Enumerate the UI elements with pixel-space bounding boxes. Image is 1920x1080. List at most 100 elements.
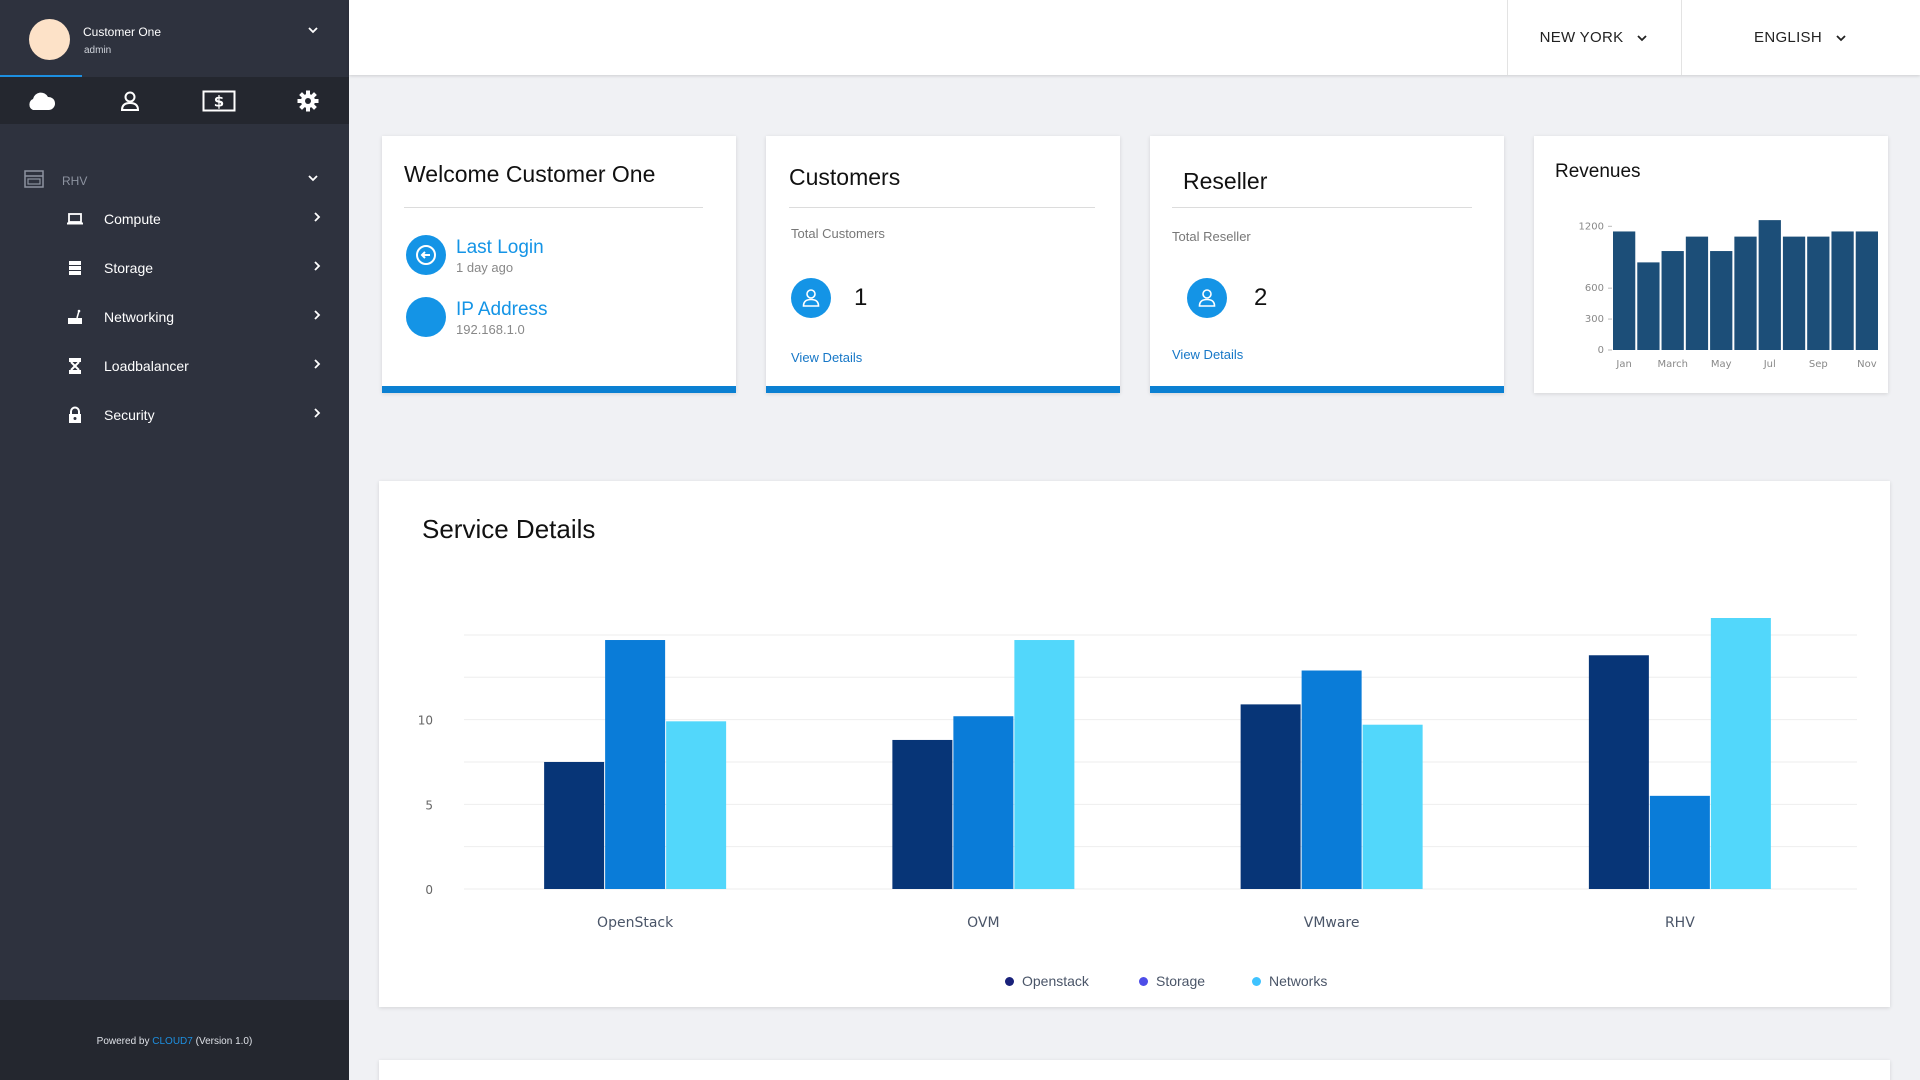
svg-text:$: $ <box>214 92 224 110</box>
customers-view-details-link[interactable]: View Details <box>791 350 863 365</box>
total-customers-label: Total Customers <box>791 226 885 241</box>
revenue-bar <box>1685 236 1709 350</box>
total-reseller-value: 2 <box>1254 284 1268 311</box>
chevron-down-icon[interactable] <box>306 171 320 185</box>
service-bar <box>1362 724 1423 889</box>
total-customers-value: 1 <box>854 284 868 311</box>
legend-openstack[interactable]: Openstack <box>1005 973 1089 989</box>
customers-badge <box>791 278 831 318</box>
sidebar-item-storage[interactable]: Storage <box>0 247 349 287</box>
revenue-bar <box>1831 231 1854 350</box>
x-tick-label: Nov <box>1857 359 1877 370</box>
divider <box>1172 207 1472 208</box>
location-dropdown[interactable]: NEW YORK <box>1507 0 1681 75</box>
user-icon <box>802 289 820 307</box>
legend-storage[interactable]: Storage <box>1139 973 1205 989</box>
chevron-right-icon <box>314 359 321 369</box>
lock-icon <box>69 406 81 423</box>
last-login-value: 1 day ago <box>456 260 514 275</box>
legend-label: Openstack <box>1022 973 1089 989</box>
brand-link[interactable]: CLOUD7 <box>152 1036 193 1047</box>
welcome-title: Welcome Customer One <box>404 161 656 187</box>
language-dropdown[interactable]: ENGLISH <box>1681 0 1920 75</box>
x-tick-label: VMware <box>1304 915 1360 931</box>
topbar: NEW YORK ENGLISH <box>349 0 1920 75</box>
lower-card <box>379 1060 1890 1080</box>
service-bar <box>544 761 605 889</box>
sidebar-item-loadbalancer[interactable]: Loadbalancer <box>0 345 349 385</box>
language-value: ENGLISH <box>1754 29 1822 46</box>
revenues-card: Revenues 0 300 600 1200 Jan March May Jul Sep Nov <box>1534 136 1888 393</box>
y-tick-label: 10 <box>418 714 433 728</box>
sidebar-item-networking[interactable]: Networking <box>0 296 349 336</box>
y-tick-label: 300 <box>1585 314 1604 325</box>
legend-dot <box>1139 976 1148 986</box>
sidebar-item-label: Security <box>104 407 155 423</box>
server-icon <box>24 170 44 188</box>
revenue-bar <box>1661 251 1684 350</box>
sidebar-footer: Powered by CLOUD7 (Version 1.0) <box>0 1000 349 1080</box>
service-details-title: Service Details <box>422 514 596 544</box>
ip-address-value: 192.168.1.0 <box>456 322 525 337</box>
ip-badge <box>406 297 446 337</box>
sidebar-item-label: Loadbalancer <box>104 358 189 374</box>
reseller-view-details-link[interactable]: View Details <box>1172 347 1244 362</box>
revenue-bar <box>1855 231 1878 350</box>
sidebar-item-label: Compute <box>104 211 161 227</box>
gear-icon <box>297 90 319 111</box>
revenue-bar <box>1637 262 1660 350</box>
service-details-chart: 0 5 10 OpenStack OVM VMware RHV <box>418 618 1857 931</box>
revenue-bar <box>1758 220 1781 350</box>
avatar <box>29 19 70 60</box>
service-bar <box>1240 704 1301 889</box>
powered-by: Powered by CLOUD7 (Version 1.0) <box>96 1036 253 1047</box>
divider <box>404 207 703 208</box>
profile-menu[interactable]: Customer One admin <box>0 0 349 77</box>
revenue-bar <box>1807 236 1830 350</box>
tab-user[interactable] <box>89 77 171 124</box>
loadbalancer-icon <box>69 358 81 374</box>
sidebar-item-security[interactable]: Security <box>0 394 349 434</box>
location-value: NEW YORK <box>1539 29 1624 46</box>
y-tick-label: 1200 <box>1579 221 1604 232</box>
x-tick-label: Sep <box>1809 359 1828 370</box>
customers-title: Customers <box>789 164 901 190</box>
x-tick-label: RHV <box>1665 915 1695 931</box>
chevron-right-icon <box>314 408 321 418</box>
service-bar <box>666 721 727 889</box>
tab-cloud[interactable] <box>0 75 82 124</box>
legend-networks[interactable]: Networks <box>1252 973 1327 989</box>
billing-icon: $ <box>202 90 236 111</box>
group-header[interactable]: RHV <box>0 162 349 194</box>
sidebar-icon-tabs: $ <box>0 75 349 124</box>
divider <box>789 207 1095 208</box>
welcome-card: Welcome Customer One Last Login 1 day ag… <box>382 136 736 393</box>
reseller-badge <box>1187 278 1227 318</box>
profile-name: Customer One <box>83 25 162 39</box>
last-login-link[interactable]: Last Login <box>456 237 544 258</box>
ip-address-link[interactable]: IP Address <box>456 299 548 320</box>
legend-label: Storage <box>1156 973 1206 989</box>
service-bar <box>1588 655 1649 889</box>
tab-settings[interactable] <box>267 77 349 124</box>
revenues-chart: 0 300 600 1200 Jan March May Jul Sep Nov <box>1579 220 1878 370</box>
x-tick-label: May <box>1711 359 1732 370</box>
sidebar-item-compute[interactable]: Compute <box>0 198 349 238</box>
tab-billing[interactable]: $ <box>178 77 260 124</box>
chevron-down-icon <box>1836 34 1846 41</box>
chevron-down-icon[interactable] <box>306 23 320 37</box>
chevron-down-icon <box>1637 34 1648 41</box>
chevron-right-icon <box>314 212 321 222</box>
cloud-icon <box>29 92 56 110</box>
x-tick-label: Jul <box>1763 359 1776 370</box>
x-tick-label: Jan <box>1615 359 1631 370</box>
y-tick-label: 600 <box>1585 283 1604 294</box>
service-bar <box>1710 618 1771 889</box>
revenue-bar <box>1782 236 1806 350</box>
reseller-title: Reseller <box>1183 168 1268 194</box>
y-tick-label: 0 <box>1598 345 1604 356</box>
legend-label: Networks <box>1269 973 1328 989</box>
revenue-bar <box>1613 231 1636 350</box>
service-bar <box>1649 795 1710 889</box>
user-icon <box>1198 289 1216 307</box>
